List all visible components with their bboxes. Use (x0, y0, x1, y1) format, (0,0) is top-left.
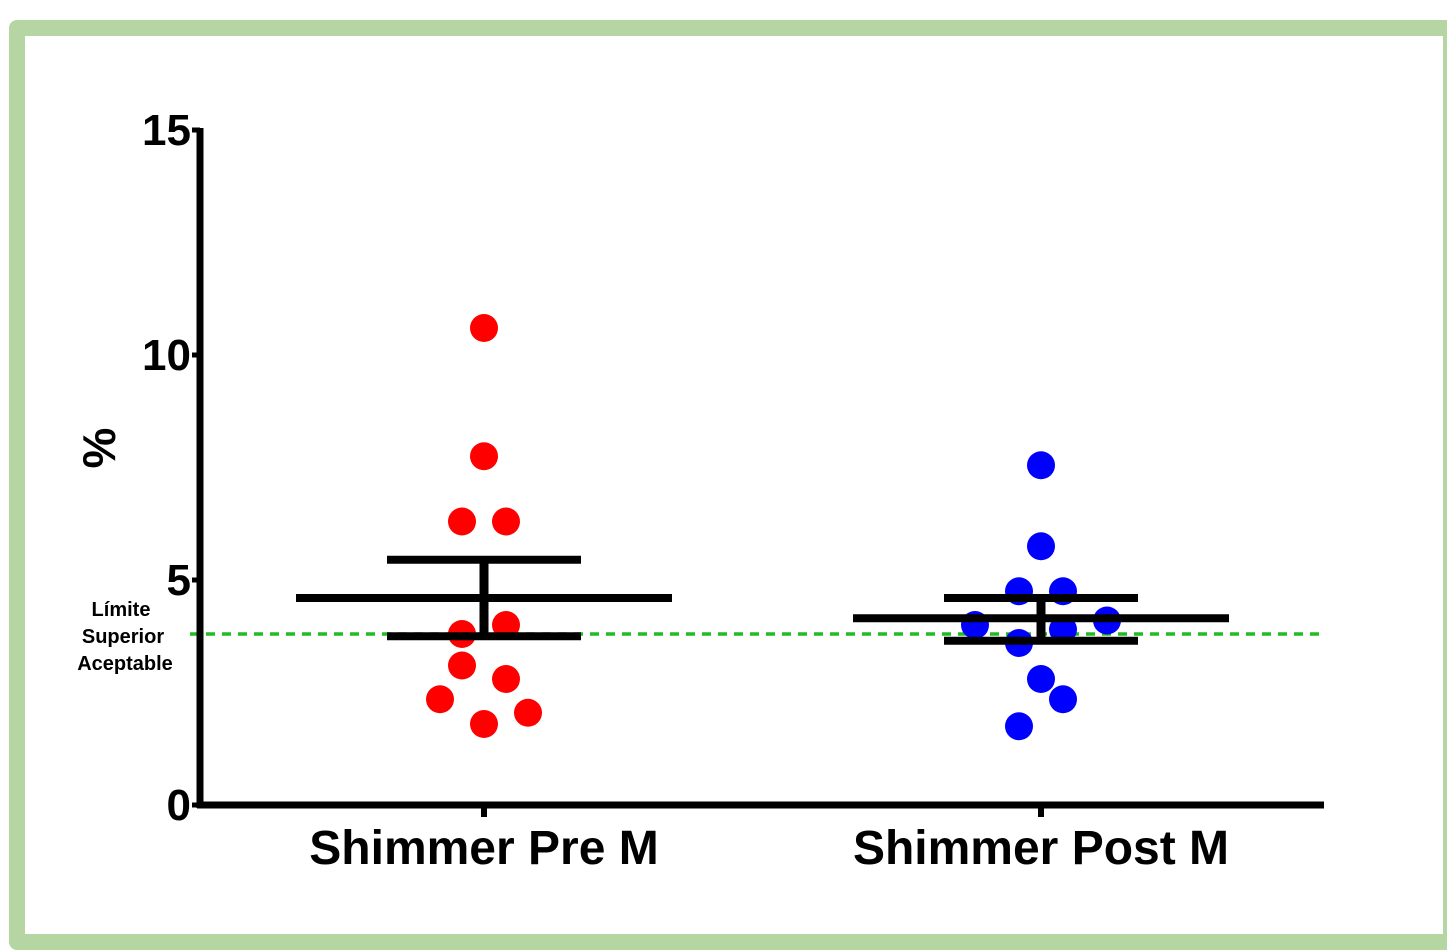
y-tick-label-10: 10 (142, 331, 191, 380)
pre-data-point-9 (514, 698, 542, 727)
chart-marks (190, 127, 1324, 817)
y-tick-label-15: 15 (142, 106, 191, 155)
pre-data-point-3 (492, 507, 520, 536)
post-data-point-9 (1049, 685, 1077, 714)
y-tick-label-5: 5 (167, 556, 191, 605)
pre-data-point-4 (492, 611, 520, 639)
pre-data-point-2 (448, 507, 476, 536)
reference-label-line-3: Aceptable (77, 653, 173, 675)
pre-data-point-6 (448, 651, 476, 680)
pre-data-point-7 (492, 665, 520, 693)
pre-data-point-10 (470, 710, 498, 738)
reference-label-line-1: Límite (92, 599, 151, 621)
y-tick-label-0: 0 (167, 781, 191, 830)
pre-data-point-1 (470, 442, 498, 471)
post-data-point-0 (1027, 451, 1055, 480)
post-data-point-6 (1049, 615, 1077, 644)
y-axis-label: % (73, 428, 125, 469)
category-label-pre: Shimmer Pre M (309, 822, 658, 875)
pre-data-point-0 (470, 314, 498, 342)
reference-label-line-2: Superior (82, 626, 164, 648)
post-data-point-10 (1005, 712, 1033, 741)
post-data-point-1 (1027, 532, 1055, 561)
category-label-post: Shimmer Post M (853, 822, 1229, 875)
post-data-point-8 (1027, 665, 1055, 693)
pre-data-point-8 (426, 685, 454, 714)
